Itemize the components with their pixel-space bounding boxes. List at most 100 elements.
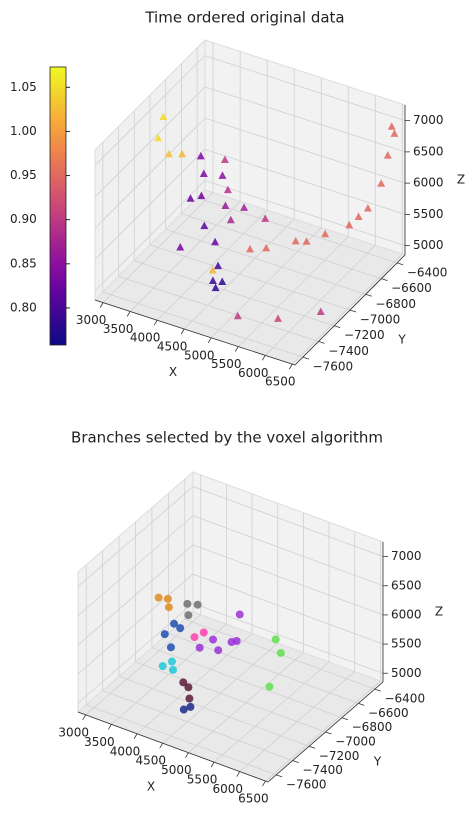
point <box>262 243 271 252</box>
point <box>199 169 208 177</box>
y-tick-label: −6400 <box>384 692 425 706</box>
x-axis-label: X <box>147 780 155 794</box>
point <box>183 599 192 608</box>
point <box>211 237 220 246</box>
z-tick-label: 6500 <box>391 578 422 592</box>
axis-line <box>94 299 296 366</box>
tick-mark <box>302 356 309 360</box>
point <box>154 133 163 142</box>
point <box>321 229 330 238</box>
grid-line <box>192 602 384 674</box>
tick-mark <box>159 743 164 749</box>
tick-mark <box>358 703 365 706</box>
point <box>184 611 193 620</box>
point <box>276 648 285 657</box>
point <box>184 683 193 692</box>
y-tick-label: −7600 <box>313 360 354 374</box>
z-tick-label: 7000 <box>391 549 422 563</box>
tick-mark <box>207 337 212 343</box>
x-tick-label: 6500 <box>238 792 269 806</box>
grid-line <box>192 573 384 645</box>
tick-mark <box>236 771 241 777</box>
tick-mark <box>374 688 381 692</box>
x-tick-label: 3000 <box>76 313 107 327</box>
point <box>178 149 187 158</box>
point <box>214 646 223 655</box>
point <box>274 314 283 322</box>
y-tick-label: −7400 <box>328 344 369 358</box>
grid-line <box>204 86 406 153</box>
z-tick-label: 5000 <box>413 238 444 252</box>
x-tick-label: 4500 <box>135 754 166 768</box>
point <box>154 593 163 602</box>
grid-line <box>94 117 206 229</box>
x-tick-label: 5000 <box>184 348 215 362</box>
point <box>354 212 363 220</box>
point <box>170 619 179 628</box>
x-tick-label: 5000 <box>161 763 192 777</box>
grid-line <box>94 86 206 198</box>
tick-mark <box>349 309 357 313</box>
point <box>377 179 386 187</box>
tick-mark <box>341 717 349 721</box>
x-axis-label: X <box>169 365 177 379</box>
axis-line <box>267 681 384 783</box>
point <box>163 594 172 603</box>
tick-mark <box>276 774 283 778</box>
grid-line <box>77 544 194 646</box>
grid-line <box>204 117 406 184</box>
point <box>158 662 167 671</box>
point <box>345 220 354 229</box>
point <box>291 236 300 245</box>
tick-mark <box>262 780 266 787</box>
point <box>166 643 175 652</box>
grid-line <box>118 675 310 747</box>
y-tick-label: −7400 <box>302 763 343 777</box>
point <box>390 129 399 137</box>
x-tick-label: 3500 <box>103 322 134 336</box>
grid-line <box>192 515 384 587</box>
tick-mark <box>397 262 404 266</box>
z-tick-label: 6000 <box>391 607 422 621</box>
point <box>387 122 396 130</box>
tick-mark <box>126 311 131 317</box>
point <box>265 682 274 691</box>
point <box>218 171 227 179</box>
tick-mark <box>99 302 104 308</box>
y-tick-label: −6400 <box>407 265 448 279</box>
point <box>193 600 202 609</box>
y-tick-label: −6800 <box>375 297 416 311</box>
y-tick-label: −7200 <box>319 749 360 763</box>
chart-title: Branches selected by the voxel algorithm <box>71 429 383 447</box>
point <box>208 266 217 274</box>
point <box>196 151 205 160</box>
point <box>218 277 227 286</box>
grid-line <box>151 647 343 719</box>
point <box>211 283 220 292</box>
x-tick-label: 5500 <box>211 357 242 371</box>
point <box>363 204 372 212</box>
z-tick-label: 5500 <box>413 207 444 221</box>
point <box>232 637 241 646</box>
point <box>179 705 188 714</box>
x-tick-label: 6000 <box>212 782 243 796</box>
point <box>167 657 176 666</box>
point <box>186 194 195 202</box>
grid-line <box>94 180 206 291</box>
grid-line <box>181 213 382 279</box>
point <box>164 149 173 158</box>
chart-title: Time ordered original data <box>144 9 344 27</box>
tick-mark <box>318 341 325 344</box>
point <box>179 678 188 687</box>
point <box>160 630 169 639</box>
tick-mark <box>292 760 299 763</box>
y-tick-label: −6600 <box>391 281 432 295</box>
y-tick-label: −6600 <box>368 706 409 720</box>
point <box>233 311 242 320</box>
z-axis-label: Z <box>435 605 443 619</box>
point <box>209 635 218 644</box>
point <box>383 151 392 159</box>
tick-mark <box>334 325 341 329</box>
x-tick-label: 4000 <box>130 331 161 345</box>
